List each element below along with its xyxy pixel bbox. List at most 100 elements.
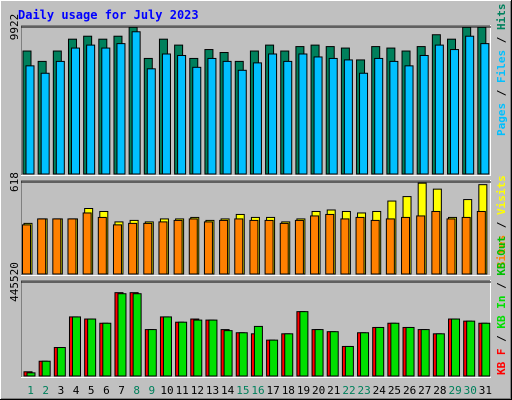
bar-files-day-22 [343, 59, 353, 175]
bar-files-day-24 [374, 57, 384, 175]
bar-kbin-day-2 [41, 360, 51, 377]
bar-sites-day-7 [112, 224, 122, 275]
bar-kbin-day-18 [284, 333, 294, 377]
bar-kbin-day-14 [223, 330, 233, 377]
bar-kbin-day-22 [344, 345, 354, 377]
bar-kbin-day-31 [481, 322, 491, 377]
day-label-11: 11 [176, 384, 189, 397]
bar-kbin-day-8 [132, 293, 142, 377]
bar-files-day-26 [404, 65, 414, 175]
bar-kbin-day-10 [162, 316, 172, 377]
bar-sites-day-1 [22, 224, 31, 275]
bar-files-day-6 [101, 47, 111, 175]
bar-sites-day-23 [355, 216, 365, 275]
bar-kbin-day-23 [360, 332, 370, 377]
legend-2: KB F / KB In / KB Out [495, 236, 508, 375]
bar-kbin-day-26 [405, 326, 415, 377]
bar-kbin-day-5 [87, 318, 97, 377]
bar-sites-day-22 [340, 218, 350, 275]
bar-kbin-day-1 [26, 372, 36, 377]
day-label-28: 28 [433, 384, 446, 397]
bar-kbin-day-16 [253, 325, 263, 377]
bar-kbin-day-21 [329, 331, 339, 377]
day-label-24: 24 [373, 384, 387, 397]
bar-sites-day-2 [37, 218, 47, 275]
day-label-31: 31 [479, 384, 492, 397]
bar-files-day-19 [298, 53, 308, 175]
legend-separator: / [495, 215, 508, 235]
bar-files-day-2 [40, 72, 50, 175]
legend-separator: / [495, 276, 508, 296]
panel-kb: 445520 [8, 262, 491, 378]
bar-files-day-5 [86, 44, 96, 175]
bar-sites-day-14 [219, 219, 229, 275]
bar-kbin-day-4 [71, 316, 81, 377]
bar-sites-day-31 [476, 210, 486, 275]
bar-sites-day-26 [401, 216, 411, 275]
bar-files-day-15 [237, 69, 247, 175]
day-label-13: 13 [206, 384, 219, 397]
day-label-5: 5 [88, 384, 95, 397]
bar-sites-day-29 [446, 218, 456, 275]
bar-files-day-30 [465, 35, 475, 175]
bar-files-day-1 [25, 65, 35, 175]
bar-sites-day-21 [325, 213, 335, 275]
bar-kbin-day-27 [420, 329, 430, 377]
day-label-10: 10 [160, 384, 173, 397]
bar-kbin-day-12 [193, 319, 203, 377]
bar-sites-day-13 [203, 221, 213, 275]
bar-kbin-day-7 [117, 293, 127, 377]
bar-kbin-day-19 [299, 311, 309, 377]
bar-sites-day-9 [143, 222, 153, 275]
bar-sites-day-30 [461, 216, 471, 275]
day-label-18: 18 [282, 384, 295, 397]
bar-sites-day-28 [431, 210, 441, 275]
bar-files-day-10 [161, 53, 171, 175]
day-label-20: 20 [312, 384, 325, 397]
bar-kbin-day-24 [375, 326, 385, 377]
legend-0: Pages / Files / Hits [495, 4, 508, 137]
bar-kbin-day-28 [435, 333, 445, 377]
bar-sites-day-25 [385, 218, 395, 275]
bar-sites-day-16 [249, 219, 259, 275]
bar-sites-day-20 [310, 215, 320, 275]
legend-item-kb-out: KB Out [495, 236, 508, 276]
legend-item-kb-f: KB F [495, 349, 508, 376]
day-label-23: 23 [358, 384, 371, 397]
legend-separator: / [495, 83, 508, 103]
day-label-25: 25 [388, 384, 401, 397]
chart-title: Daily usage for July 2023 [18, 8, 199, 22]
day-label-2: 2 [42, 384, 49, 397]
day-label-19: 19 [297, 384, 310, 397]
bar-files-day-8 [131, 31, 141, 175]
legend-separator: / [495, 30, 508, 50]
bar-sites-day-19 [294, 219, 304, 275]
bar-files-day-27 [419, 54, 429, 175]
bar-files-day-3 [55, 60, 65, 175]
panel-hits-files-pages: 9922 [8, 14, 491, 176]
bar-files-day-25 [389, 60, 399, 175]
bar-kbin-day-29 [451, 318, 461, 377]
legend-item-hits: Hits [495, 4, 508, 31]
bar-files-day-21 [328, 57, 338, 175]
bar-sites-day-5 [82, 212, 92, 275]
bar-sites-day-3 [52, 218, 62, 275]
bar-kbin-day-6 [102, 322, 112, 377]
day-label-9: 9 [149, 384, 156, 397]
bar-files-day-7 [116, 43, 126, 175]
panel-visits-sites: 618 [8, 172, 491, 276]
day-label-26: 26 [403, 384, 416, 397]
bar-files-day-4 [70, 47, 80, 175]
bar-kbin-day-15 [238, 332, 248, 377]
bar-files-day-29 [450, 49, 460, 175]
bar-sites-day-8 [128, 222, 138, 275]
legend-1: Sites / Visits [495, 175, 508, 268]
day-label-6: 6 [103, 384, 110, 397]
day-label-22: 22 [342, 384, 355, 397]
legend-item-files: Files [495, 50, 508, 83]
legend-separator: / [495, 329, 508, 349]
day-label-17: 17 [267, 384, 280, 397]
bar-files-day-14 [222, 60, 232, 175]
